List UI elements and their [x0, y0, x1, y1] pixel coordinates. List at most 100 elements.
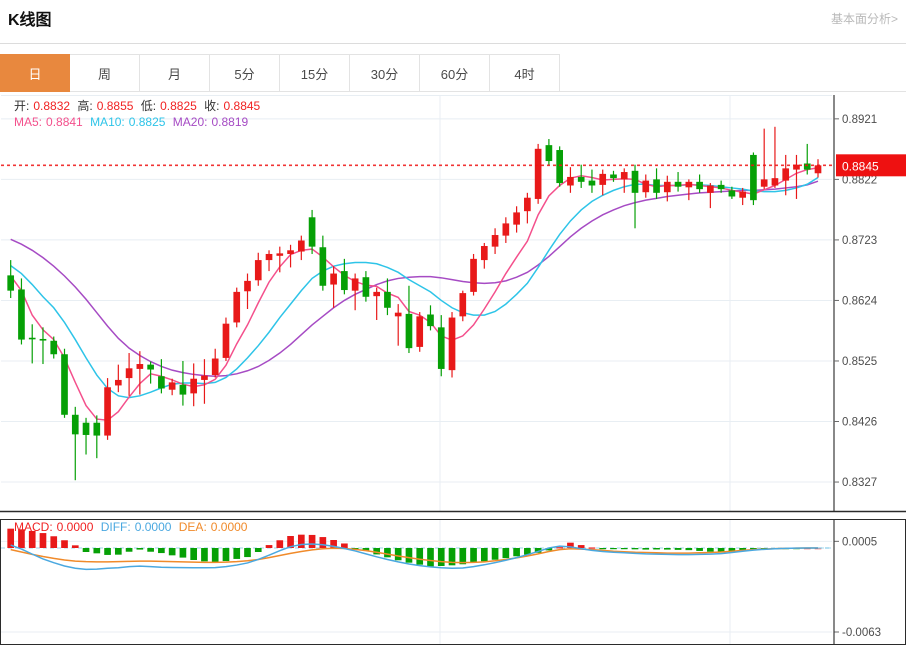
candle [287, 244, 294, 268]
macd-histogram-bar [39, 533, 47, 548]
candle [556, 146, 563, 187]
kline-chart-svg[interactable]: 0.8921 0.8822 0.8723 0.8624 0.8525 0.8426 0.83… [0, 92, 906, 647]
macd-histogram-bar [93, 548, 101, 554]
macd-histogram-bar [7, 528, 15, 548]
macd-histogram-bar [513, 548, 520, 557]
candle [394, 304, 402, 346]
candle [28, 324, 36, 364]
tab-7[interactable]: 60分 [420, 54, 490, 92]
candle [244, 273, 251, 310]
candle [448, 312, 456, 378]
candle [179, 360, 187, 406]
candle [803, 143, 811, 175]
macd-histogram-bar [330, 540, 337, 548]
candle [642, 174, 650, 198]
macd-panel-bg [1, 520, 832, 644]
candle [707, 183, 714, 209]
macd-histogram-bar [168, 548, 176, 556]
candle [384, 278, 391, 316]
page-header: K线图 基本面分析> [0, 0, 906, 44]
candle [427, 305, 434, 331]
macd-histogram-bar [341, 543, 348, 548]
macd-histogram-bar [61, 540, 68, 548]
price-axis-label: 0.8723 [842, 235, 877, 247]
candle [233, 287, 241, 328]
page-title: K线图 [8, 12, 52, 29]
candle [437, 315, 445, 377]
tab-6[interactable]: 30分 [350, 54, 420, 92]
candle [534, 143, 542, 204]
macd-histogram-bar [211, 548, 219, 562]
candle [620, 168, 628, 193]
macd-histogram-bar [577, 545, 585, 548]
macd-histogram-bar [750, 548, 757, 550]
candle [341, 258, 348, 295]
macd-histogram-bar [50, 536, 58, 548]
candle [717, 180, 725, 193]
macd-histogram-bar [470, 548, 477, 563]
candle [545, 139, 553, 166]
macd-histogram-bar [728, 548, 736, 552]
candle [502, 217, 510, 243]
macd-histogram-bar [297, 534, 305, 548]
macd-histogram-bar [244, 548, 251, 558]
tab-1[interactable]: 日 [0, 54, 70, 92]
macd-axis-label: 0.0005 [842, 536, 877, 548]
price-axis-label: 0.8525 [842, 356, 877, 368]
candle [190, 363, 198, 407]
candle [18, 278, 25, 345]
macd-histogram-bar [276, 540, 284, 548]
macd-histogram-bar [534, 548, 542, 553]
candle [168, 378, 176, 396]
macd-histogram-bar [448, 548, 456, 566]
macd-histogram-bar [707, 548, 714, 552]
tab-3[interactable]: 月 [140, 54, 210, 92]
macd-histogram-bar [136, 548, 144, 550]
candle [696, 174, 703, 193]
candle [631, 164, 639, 229]
macd-histogram-bar [739, 548, 746, 551]
macd-histogram-bar [642, 548, 650, 550]
candle [663, 175, 671, 202]
macd-histogram-bar [610, 548, 617, 550]
ma5-line [10, 167, 819, 422]
candle [297, 235, 305, 261]
macd-histogram-bar [685, 548, 693, 551]
tab-2[interactable]: 周 [70, 54, 140, 92]
macd-histogram-bar [567, 542, 574, 548]
macd-histogram-bar [179, 548, 187, 558]
macd-histogram-bar [459, 548, 467, 565]
macd-histogram-bar [663, 548, 671, 550]
candle [610, 170, 617, 182]
macd-histogram-bar [308, 534, 316, 548]
candle [362, 271, 370, 302]
candle [125, 353, 133, 396]
candle [351, 273, 359, 311]
fundamental-analysis-link[interactable]: 基本面分析> [830, 12, 898, 26]
macd-histogram-bar [427, 548, 434, 567]
tab-8[interactable]: 4时 [490, 54, 560, 92]
candle [319, 235, 327, 291]
candle [728, 186, 736, 199]
candle [739, 187, 746, 206]
candle [276, 246, 284, 273]
macd-histogram-bar [190, 548, 198, 560]
tab-4[interactable]: 5分 [210, 54, 280, 92]
chart-area[interactable]: 0.8921 0.8822 0.8723 0.8624 0.8525 0.8426 0.83… [0, 92, 906, 647]
candle [222, 317, 230, 361]
macd-histogram-bar [82, 548, 90, 552]
candle [782, 154, 790, 196]
candle [491, 228, 499, 254]
tab-5[interactable]: 15分 [280, 54, 350, 92]
macd-histogram-bar [201, 548, 208, 562]
macd-histogram-bar [18, 529, 25, 548]
candle [793, 154, 800, 199]
macd-histogram-bar [104, 548, 111, 555]
candle [104, 378, 111, 440]
candle [114, 364, 122, 393]
macd-histogram-bar [373, 548, 381, 555]
price-axis-label: 0.8921 [842, 114, 877, 126]
macd-histogram-bar [265, 545, 273, 548]
candle [577, 164, 585, 188]
